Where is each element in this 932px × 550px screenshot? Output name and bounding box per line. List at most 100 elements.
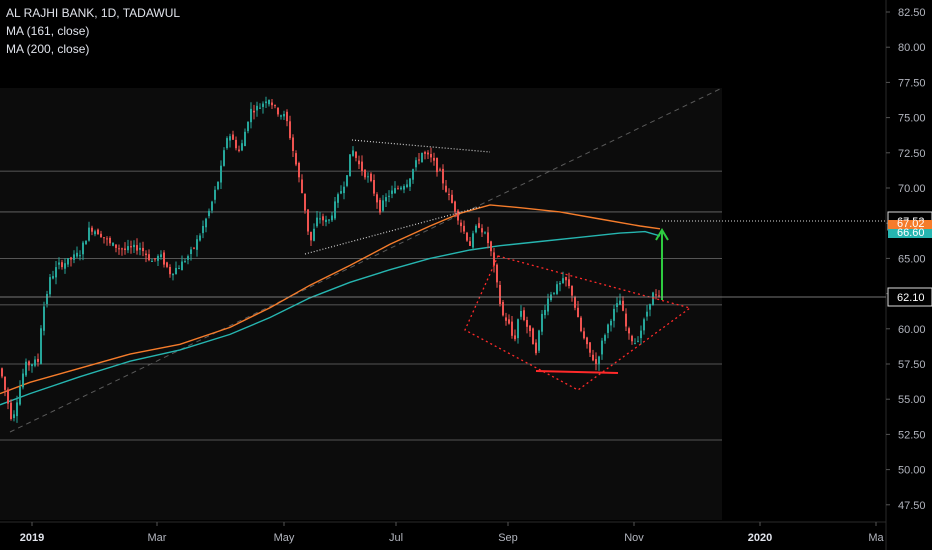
candle-body xyxy=(271,102,273,106)
candle xyxy=(307,209,309,235)
candle-body xyxy=(319,218,321,220)
candle xyxy=(196,235,198,257)
ma200-price-text: 66.60 xyxy=(897,227,925,239)
candle xyxy=(241,139,243,152)
candle-body xyxy=(265,101,267,104)
candle xyxy=(538,329,540,353)
candle xyxy=(274,104,276,109)
candle xyxy=(511,316,513,339)
candle xyxy=(499,281,501,307)
candle-body xyxy=(70,257,72,260)
candle-body xyxy=(469,241,471,246)
candle-body xyxy=(595,359,597,365)
candle-body xyxy=(523,310,525,320)
candle xyxy=(298,161,300,183)
candle-body xyxy=(472,233,474,248)
candle-body xyxy=(226,138,228,149)
candle xyxy=(286,109,288,127)
candle-body xyxy=(112,242,114,246)
candle-body xyxy=(247,121,249,132)
candle xyxy=(244,128,246,147)
candle xyxy=(352,146,354,157)
candle xyxy=(310,231,312,246)
candle-body xyxy=(610,320,612,326)
candle xyxy=(361,155,363,176)
candle xyxy=(493,248,495,273)
candle-body xyxy=(484,232,486,234)
candle-body xyxy=(313,228,315,241)
candle xyxy=(460,219,462,233)
candle-body xyxy=(346,175,348,186)
candle xyxy=(391,185,393,199)
candle xyxy=(184,258,186,263)
candle-body xyxy=(199,235,201,241)
candle xyxy=(220,160,222,189)
ma-line xyxy=(0,230,661,406)
x-tick-label: Ma xyxy=(868,532,884,544)
y-axis[interactable]: 47.5050.0052.5055.0057.5060.0062.5065.00… xyxy=(886,7,926,512)
candle-body xyxy=(499,285,501,304)
candle-body xyxy=(10,402,12,419)
candle-body xyxy=(397,188,399,190)
candle xyxy=(211,200,213,214)
candle xyxy=(370,172,372,183)
candle-body xyxy=(7,389,9,404)
candle xyxy=(217,181,219,191)
candle-body xyxy=(4,376,6,390)
candle-body xyxy=(220,165,222,183)
candle-body xyxy=(46,294,48,304)
candle xyxy=(70,256,72,267)
candle xyxy=(400,185,402,191)
candle xyxy=(535,339,537,356)
candle xyxy=(94,229,96,237)
candle xyxy=(73,250,75,264)
candle xyxy=(145,250,147,263)
candle xyxy=(262,101,264,114)
candle xyxy=(283,110,285,120)
candle xyxy=(589,342,591,357)
candle xyxy=(142,241,144,257)
candle-body xyxy=(493,252,495,266)
candle xyxy=(253,104,255,120)
candle xyxy=(418,153,420,165)
candle xyxy=(169,264,171,278)
y-tick-label: 77.50 xyxy=(898,77,926,89)
candle-body xyxy=(214,189,216,200)
candle xyxy=(385,193,387,207)
candle xyxy=(586,336,588,349)
candle-body xyxy=(241,143,243,151)
candle-body xyxy=(358,160,360,165)
candle-body xyxy=(31,364,33,367)
candle xyxy=(622,296,624,312)
candle xyxy=(472,230,474,251)
candle xyxy=(649,303,651,317)
candle-body xyxy=(616,303,618,307)
ma-200-legend[interactable]: MA (200, close) xyxy=(6,42,90,56)
candle xyxy=(64,258,66,274)
candle xyxy=(496,263,498,288)
candle-body xyxy=(298,163,300,178)
candle-body xyxy=(529,325,531,332)
candle-body xyxy=(412,169,414,180)
candle-body xyxy=(139,247,141,250)
x-axis[interactable]: 2019 Mar May Jul Sep Nov 2020 Ma xyxy=(20,522,885,544)
candle-body xyxy=(289,121,291,139)
candle xyxy=(577,301,579,318)
candle xyxy=(103,237,105,244)
candle xyxy=(559,281,561,292)
candle xyxy=(532,327,534,345)
candle-body xyxy=(607,324,609,333)
y-tick-label: 47.50 xyxy=(898,500,926,512)
candle-body xyxy=(304,193,306,211)
candle xyxy=(640,325,642,345)
current-price-text: 62.10 xyxy=(897,292,925,304)
candle-body xyxy=(343,186,345,194)
candle-body xyxy=(256,105,258,111)
ma-161-legend[interactable]: MA (161, close) xyxy=(6,24,90,38)
candle xyxy=(76,246,78,259)
candle-body xyxy=(328,219,330,221)
candle xyxy=(148,249,150,262)
candle xyxy=(526,316,528,334)
candle xyxy=(28,360,30,371)
